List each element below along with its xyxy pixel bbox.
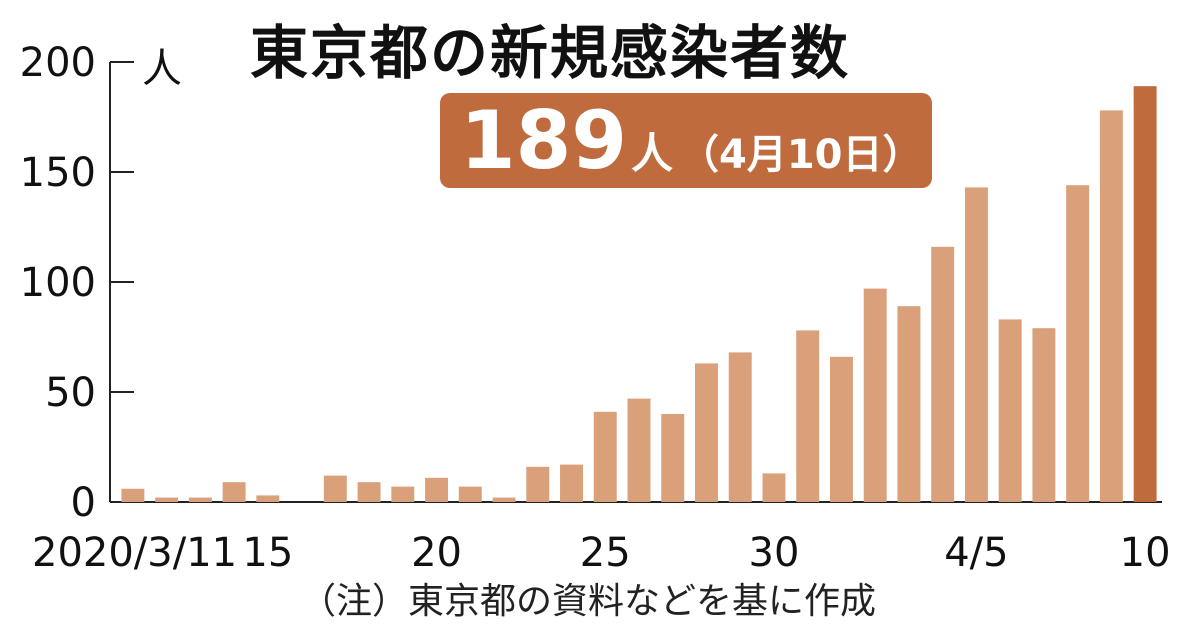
bar [627, 398, 651, 502]
bar [155, 497, 179, 502]
bar [425, 477, 449, 502]
bar [728, 352, 752, 502]
bar [695, 363, 718, 502]
x-tick-label: 2020/3/11 [32, 530, 237, 576]
bar [1099, 110, 1123, 503]
bar [1066, 185, 1090, 502]
bar [526, 466, 550, 502]
y-tick-label: 0 [71, 480, 96, 526]
bar [1032, 328, 1056, 502]
y-tick-label: 50 [45, 370, 96, 416]
tick-labels: 0 50 100 150 200 2020/3/11 15 20 25 30 4/5 10 [20, 40, 1171, 576]
x-tick-label: 30 [749, 530, 800, 576]
bar [188, 497, 212, 502]
bar [458, 486, 482, 502]
y-tick-label: 200 [20, 40, 96, 86]
bar [256, 495, 280, 502]
y-tick-label: 150 [20, 150, 96, 196]
bar-highlight [1133, 86, 1157, 502]
bar [661, 414, 685, 502]
bar [964, 187, 988, 502]
x-tick-label: 10 [1120, 530, 1171, 576]
y-axis-unit-label: 人 [142, 46, 182, 92]
bar [863, 288, 887, 502]
source-note: （注）東京都の資料などを基に作成 [300, 581, 877, 622]
bar [829, 356, 853, 502]
x-tick-label: 25 [580, 530, 631, 576]
bar [593, 411, 617, 502]
bar [897, 306, 921, 502]
bar [357, 482, 381, 502]
x-tick-label: 15 [242, 530, 293, 576]
bar [560, 464, 583, 502]
bar [998, 319, 1022, 502]
bar [762, 473, 786, 502]
callout-unit: 人 [631, 129, 674, 178]
bar [222, 482, 246, 502]
bar [931, 246, 955, 502]
x-tick-label: 4/5 [944, 530, 1008, 576]
chart-title: 東京都の新規感染者数 [250, 19, 851, 87]
x-tick-label: 20 [411, 530, 462, 576]
bar [796, 330, 820, 502]
bar [391, 486, 415, 502]
bar [492, 497, 516, 502]
y-tick-label: 100 [20, 260, 96, 306]
callout-value: 189 [460, 94, 627, 187]
callout-date: （4月10日） [679, 132, 923, 178]
bars [121, 86, 1157, 503]
highlight-callout: 189 人 （4月10日） [440, 93, 932, 188]
bar [323, 475, 347, 502]
bar [121, 488, 145, 502]
